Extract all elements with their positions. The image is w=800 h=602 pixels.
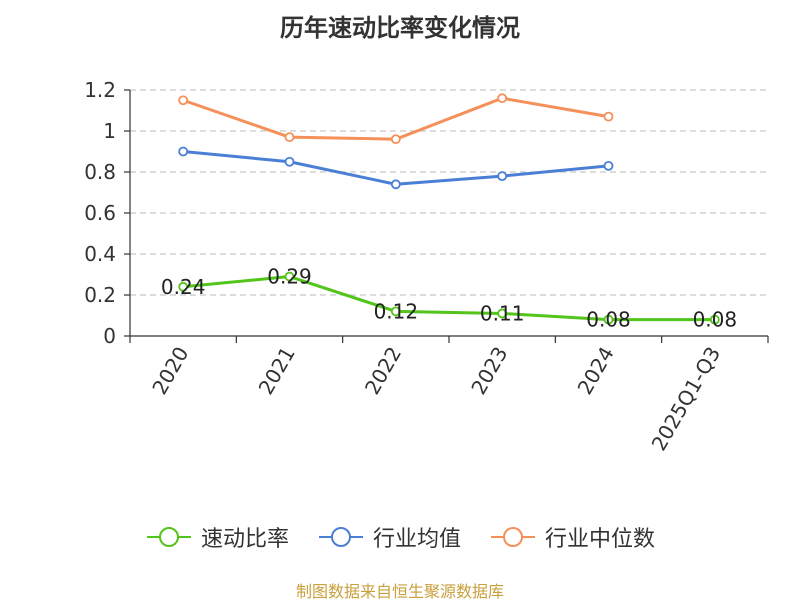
series-line-3 [182, 96, 609, 141]
legend-item-3[interactable]: 行业中位数 [489, 521, 655, 553]
y-tick-label: 0 [103, 324, 116, 348]
series-point-3 [497, 93, 508, 104]
series-line-1 [183, 275, 715, 322]
x-tick-label: 2025Q1-Q3 [646, 343, 725, 455]
legend-marker-icon [491, 527, 535, 547]
series-point-2 [603, 160, 614, 171]
series-point-3 [603, 111, 614, 122]
x-tick-label: 2020 [147, 343, 193, 399]
y-tick-label: 0.6 [84, 201, 116, 225]
data-label: 0.11 [480, 301, 525, 325]
x-tick-label: 2022 [360, 343, 406, 399]
data-label: 0.12 [374, 299, 419, 323]
line-chart: 0 0.2 0.4 0.6 0.8 1 1.2 2020 2021 2022 2023 2024 202… [84, 78, 769, 455]
series-point-1 [178, 281, 189, 292]
data-label: 0.29 [267, 265, 312, 289]
series-point-1 [390, 306, 401, 317]
legend-item-1[interactable]: 速动比率 [145, 521, 289, 553]
x-tick-label: 2024 [573, 343, 619, 399]
y-tick-label: 0.8 [84, 160, 116, 184]
legend-item-2[interactable]: 行业均值 [317, 521, 461, 553]
series-point-1 [497, 308, 508, 319]
legend-label: 速动比率 [200, 527, 289, 552]
y-tick-label: 1.2 [84, 78, 116, 102]
series-point-1 [284, 271, 295, 282]
series-point-2 [178, 146, 189, 157]
legend-marker-icon [146, 527, 191, 547]
x-tick-label: 2023 [466, 342, 512, 398]
series-point-2 [390, 179, 401, 190]
legend-label: 行业中位数 [545, 527, 656, 552]
series-line-2 [183, 150, 609, 186]
legend-label: 行业均值 [372, 527, 461, 552]
series-point-2 [284, 156, 295, 167]
y-tick-label: 1 [103, 119, 116, 143]
chart-title: 历年速动比率变化情况 [280, 14, 520, 42]
data-label: 0.08 [693, 308, 738, 332]
x-tick-label: 2021 [254, 343, 300, 399]
data-label: 0.24 [161, 275, 206, 299]
series-point-3 [390, 134, 401, 145]
series-point-1 [709, 314, 720, 325]
y-tick-label: 0.4 [84, 242, 116, 266]
y-tick-label: 0.2 [84, 283, 116, 307]
source-note: 制图数据来自恒生聚源数据库 [295, 582, 504, 601]
data-label: 0.08 [586, 308, 631, 332]
series-point-2 [497, 171, 508, 182]
series-point-3 [284, 132, 295, 143]
legend-marker-icon [318, 527, 363, 547]
series-point-3 [178, 95, 189, 106]
legend: 速动比率 行业均值 行业中位数 [0, 517, 800, 557]
series-point-1 [603, 314, 614, 325]
